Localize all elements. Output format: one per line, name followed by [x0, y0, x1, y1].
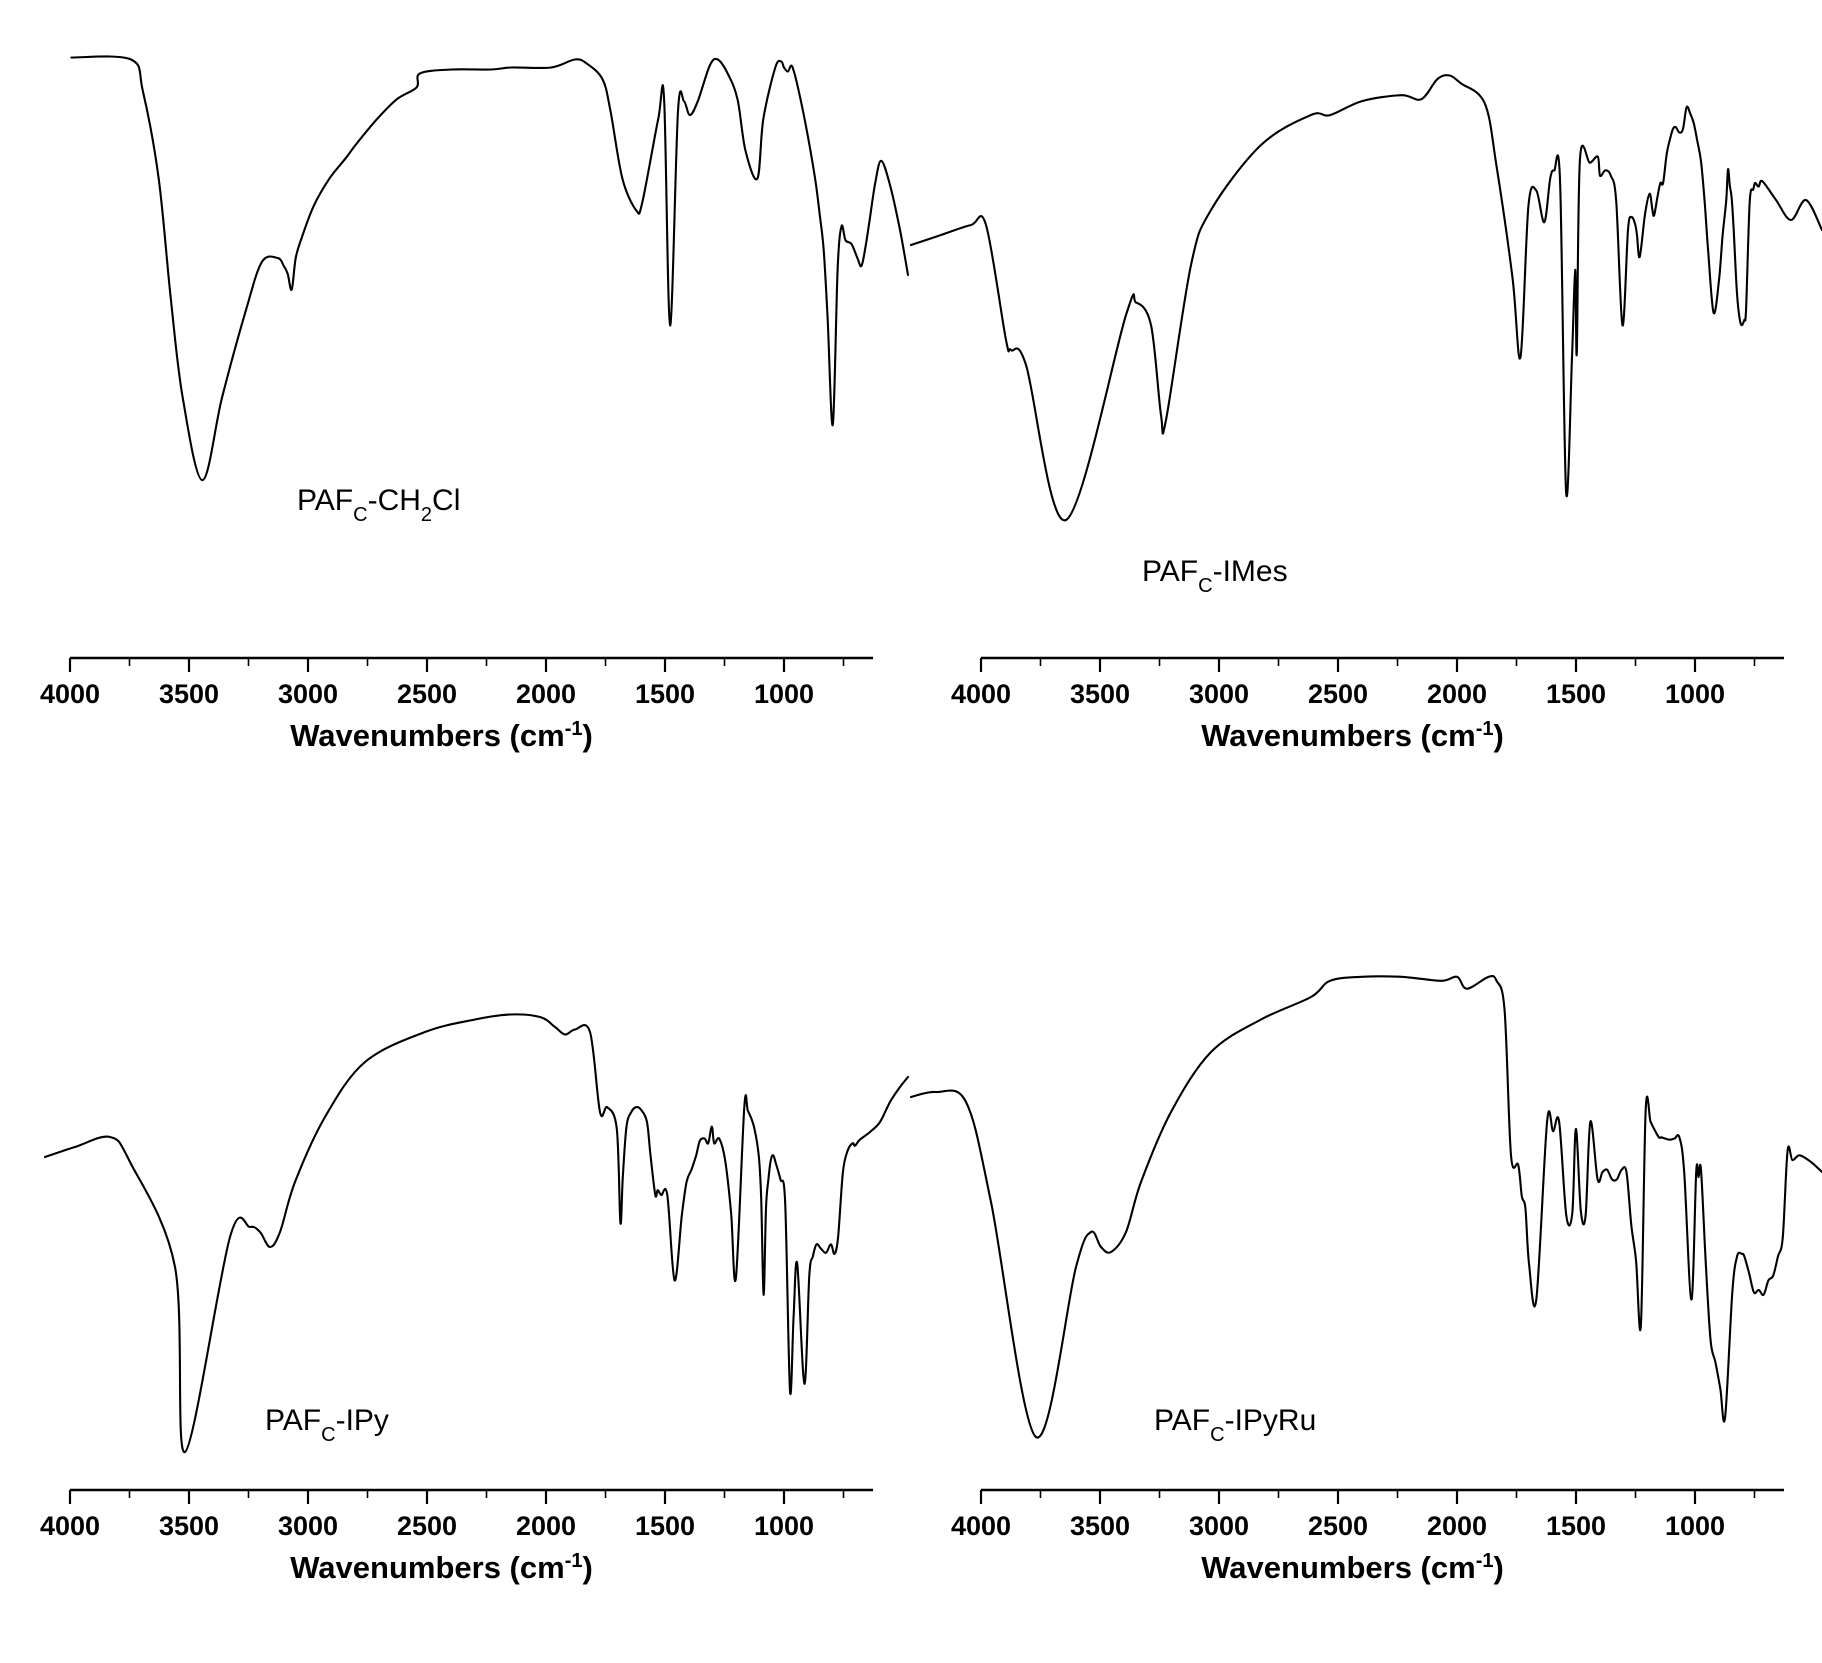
svg-text:1500: 1500 — [1546, 679, 1606, 709]
svg-text:3000: 3000 — [278, 679, 338, 709]
svg-text:2000: 2000 — [1427, 679, 1487, 709]
svg-text:PAFC-IPy: PAFC-IPy — [265, 1404, 389, 1446]
svg-text:4000: 4000 — [951, 1511, 1011, 1541]
svg-text:2500: 2500 — [397, 1511, 457, 1541]
svg-text:PAFC-IPyRu: PAFC-IPyRu — [1154, 1404, 1316, 1446]
svg-text:4000: 4000 — [40, 1511, 100, 1541]
svg-text:3000: 3000 — [1189, 679, 1249, 709]
svg-text:Wavenumbers (cm-1): Wavenumbers (cm-1) — [290, 1550, 593, 1585]
svg-text:3000: 3000 — [278, 1511, 338, 1541]
svg-text:PAFC-CH2Cl: PAFC-CH2Cl — [297, 484, 460, 526]
svg-text:3000: 3000 — [1189, 1511, 1249, 1541]
svg-text:1000: 1000 — [754, 1511, 814, 1541]
svg-text:2500: 2500 — [397, 679, 457, 709]
svg-text:1000: 1000 — [1665, 1511, 1725, 1541]
svg-text:2000: 2000 — [1427, 1511, 1487, 1541]
svg-text:1000: 1000 — [1665, 679, 1725, 709]
svg-text:4000: 4000 — [951, 679, 1011, 709]
svg-text:1500: 1500 — [1546, 1511, 1606, 1541]
svg-text:3500: 3500 — [159, 1511, 219, 1541]
svg-text:1500: 1500 — [635, 1511, 695, 1541]
svg-text:2500: 2500 — [1308, 679, 1368, 709]
svg-text:Wavenumbers (cm-1): Wavenumbers (cm-1) — [290, 718, 593, 753]
svg-text:3500: 3500 — [1070, 679, 1130, 709]
svg-text:2500: 2500 — [1308, 1511, 1368, 1541]
svg-text:1500: 1500 — [635, 679, 695, 709]
svg-text:Wavenumbers (cm-1): Wavenumbers (cm-1) — [1201, 1550, 1504, 1585]
svg-text:4000: 4000 — [40, 679, 100, 709]
svg-text:2000: 2000 — [516, 679, 576, 709]
svg-text:2000: 2000 — [516, 1511, 576, 1541]
svg-text:3500: 3500 — [1070, 1511, 1130, 1541]
svg-text:Wavenumbers (cm-1): Wavenumbers (cm-1) — [1201, 718, 1504, 753]
svg-text:1000: 1000 — [754, 679, 814, 709]
svg-text:PAFC-IMes: PAFC-IMes — [1142, 555, 1288, 597]
svg-text:3500: 3500 — [159, 679, 219, 709]
